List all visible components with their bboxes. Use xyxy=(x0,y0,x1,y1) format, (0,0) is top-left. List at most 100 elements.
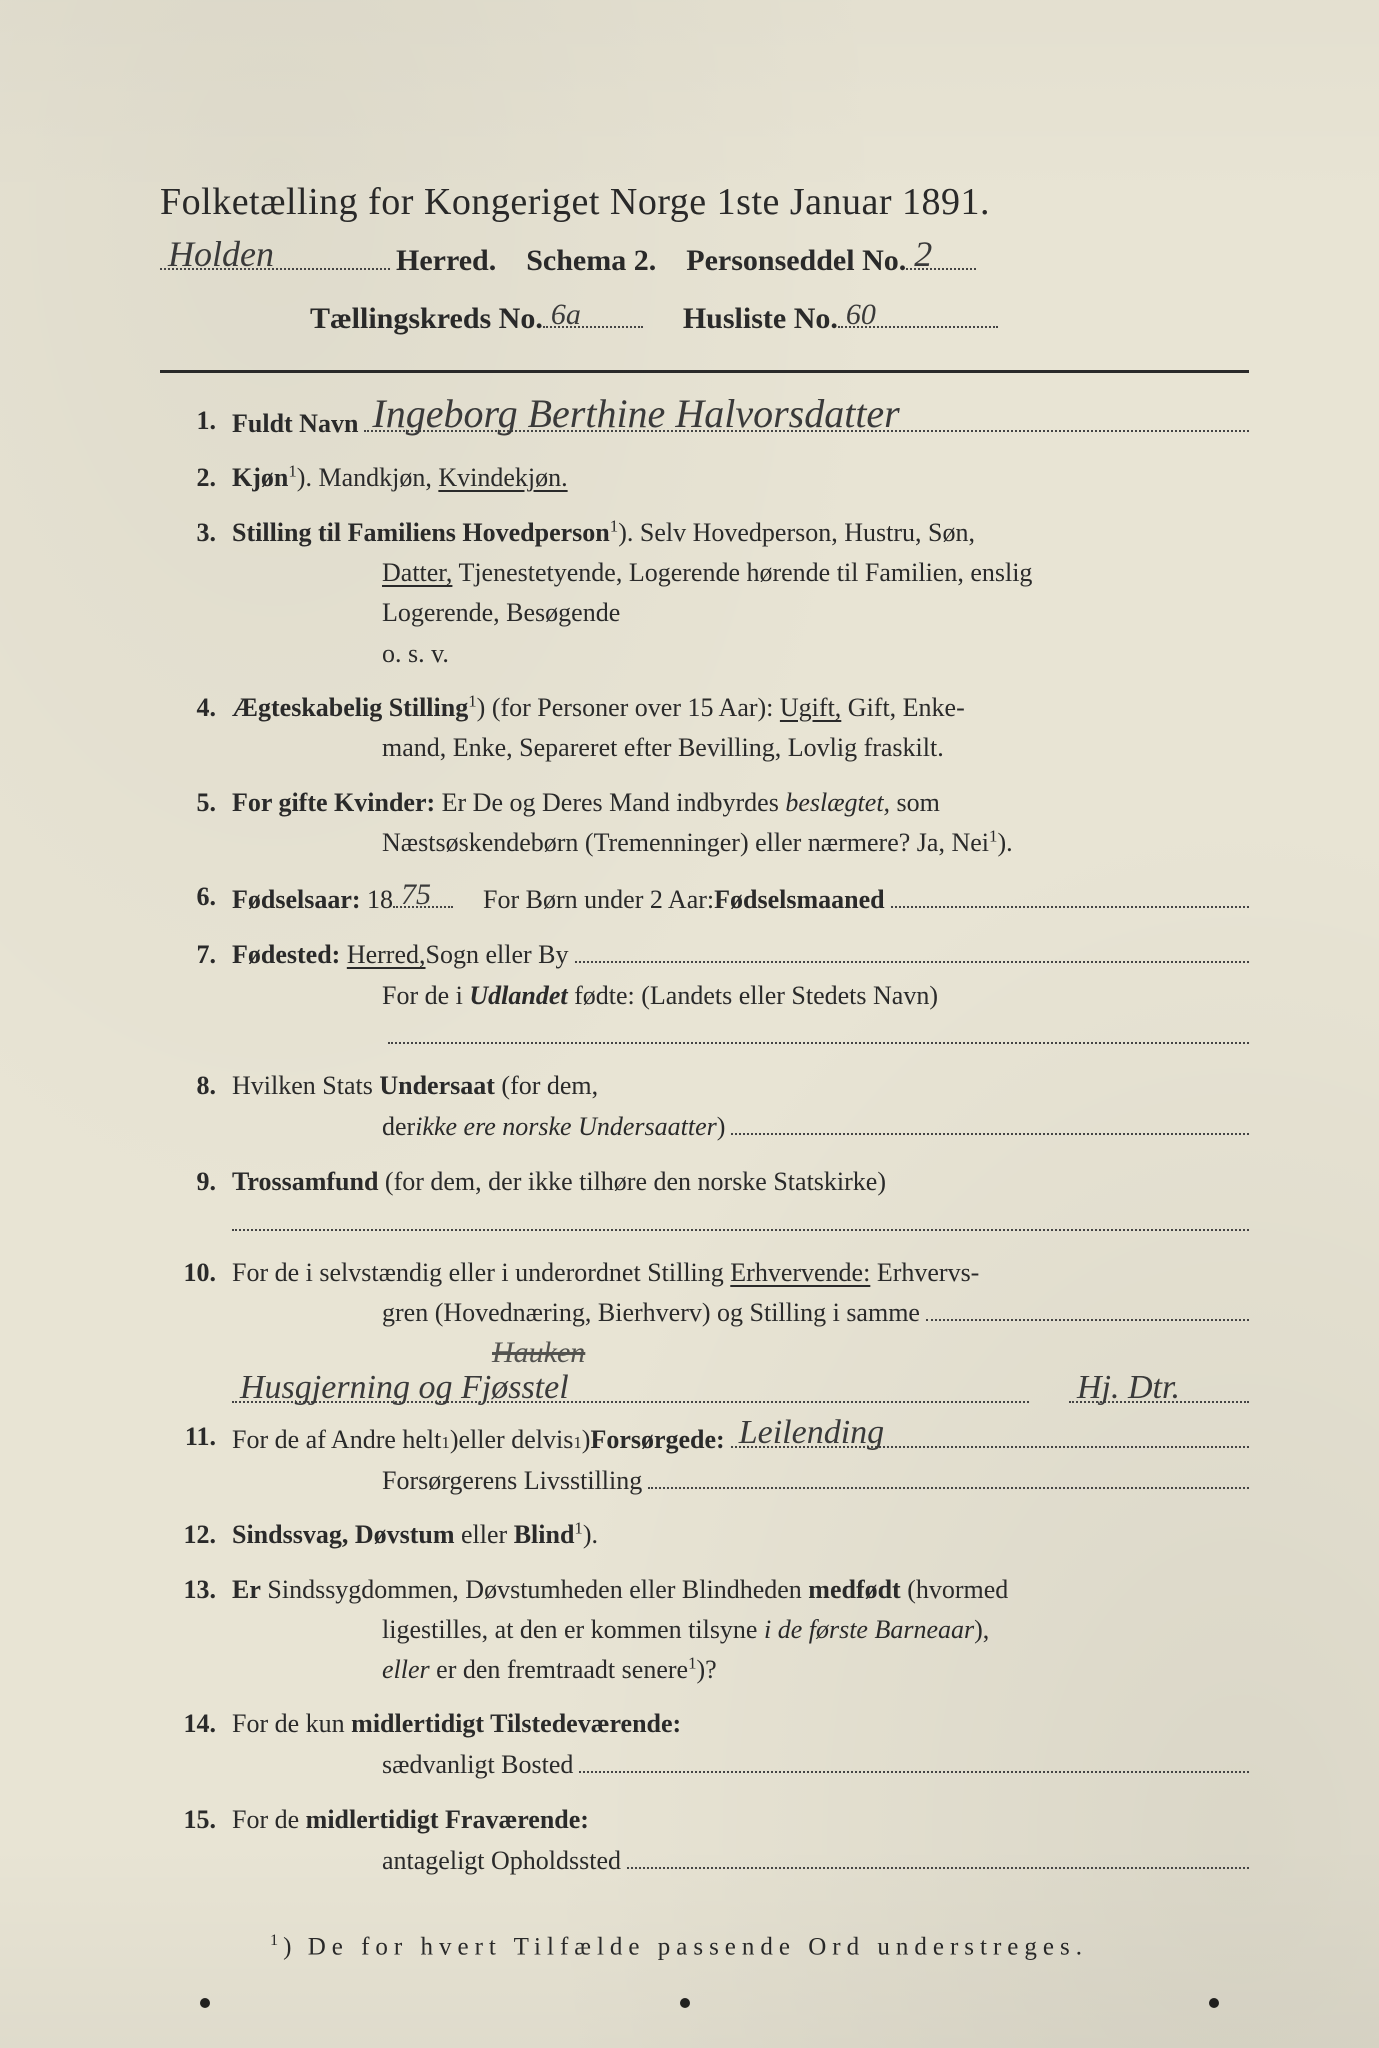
field-6: Fødselsaar: 18 75 For Børn under 2 Aar: F… xyxy=(160,877,1249,920)
f13-text2: (hvormed xyxy=(901,1575,1009,1604)
f15-label: midlertidigt Fraværende: xyxy=(306,1805,589,1834)
f3-text2: Tjenestetyende, Logerende hørende til Fa… xyxy=(452,558,1032,587)
f1-label: Fuldt Navn xyxy=(232,404,358,444)
f8-text3: der xyxy=(382,1107,415,1147)
f7-label: Fødested: xyxy=(232,935,340,975)
census-form-page: Folketælling for Kongeriget Norge 1ste J… xyxy=(0,0,1379,2048)
f10-line1 xyxy=(926,1293,1249,1322)
f1-value: Ingeborg Berthine Halvorsdatter xyxy=(364,401,1249,432)
schema-label: Schema 2. xyxy=(526,244,656,278)
f15-line xyxy=(627,1840,1249,1869)
f8-text1: Hvilken Stats xyxy=(232,1071,379,1100)
f13-label: Er xyxy=(232,1575,261,1604)
f10-hw2: Hj. Dtr. xyxy=(1077,1371,1180,1405)
field-3: Stilling til Familiens Hovedperson1). Se… xyxy=(160,513,1249,674)
f6-year-hw: 75 xyxy=(401,880,431,910)
f3-text1: Selv Hovedperson, Hustru, Søn, xyxy=(640,518,975,547)
f13-text5: er den fremtraadt senere xyxy=(430,1655,688,1684)
f4-text2: Gift, Enke- xyxy=(841,693,964,722)
field-13: Er Sindssygdommen, Døvstumheden eller Bl… xyxy=(160,1570,1249,1691)
field-15: For de midlertidigt Fraværende: antageli… xyxy=(160,1800,1249,1881)
field-5: For gifte Kvinder: Er De og Deres Mand i… xyxy=(160,783,1249,864)
f12-label: Sindssvag, Døvstum xyxy=(232,1520,455,1549)
footnote: 1) De for hvert Tilfælde passende Ord un… xyxy=(160,1931,1249,1961)
f6-month-field xyxy=(891,880,1249,909)
f7-text2: For de i xyxy=(382,981,469,1010)
field-12: Sindssvag, Døvstum eller Blind1). xyxy=(160,1515,1249,1555)
f4-text3: mand, Enke, Separeret efter Bevilling, L… xyxy=(232,728,1249,768)
f6-year-field: 75 xyxy=(393,877,453,908)
husliste-field: 60 xyxy=(838,292,998,328)
f14-line xyxy=(579,1745,1249,1774)
f6-text2: For Børn under 2 Aar: xyxy=(483,880,714,920)
f5-pre: For xyxy=(232,788,278,817)
f5-text1: Er De og Deres Mand indbyrdes xyxy=(442,788,786,817)
f10-text2: Erhvervs- xyxy=(870,1258,979,1287)
husliste-label: Husliste No. xyxy=(683,302,838,336)
f8-line xyxy=(731,1107,1249,1136)
f14-label: midlertidigt Tilstedeværende: xyxy=(351,1709,681,1738)
f1-hw: Ingeborg Berthine Halvorsdatter xyxy=(372,394,899,434)
f5-text2: som xyxy=(890,788,940,817)
f11-line1: Leilending xyxy=(731,1417,1249,1448)
f10-text1: For de i selvstændig eller i underordnet… xyxy=(232,1258,730,1287)
f12-label2: Blind xyxy=(514,1520,575,1549)
f7-opt-herred: Herred, xyxy=(347,935,426,975)
f15-text1: For de xyxy=(232,1805,306,1834)
field-8: Hvilken Stats Undersaat (for dem, der ik… xyxy=(160,1066,1249,1147)
field-14: For de kun midlertidigt Tilstedeværende:… xyxy=(160,1704,1249,1785)
f2-label: Kjøn xyxy=(232,463,288,492)
field-10: For de i selvstændig eller i underordnet… xyxy=(160,1253,1249,1403)
f13-em2: eller xyxy=(382,1655,430,1684)
f6-label: Fødselsaar: xyxy=(232,880,361,920)
kreds-hw: 6a xyxy=(551,300,581,330)
personseddel-label: Personseddel No. xyxy=(686,244,906,278)
punch-hole-icon xyxy=(1209,1998,1219,2008)
f15-text2: antageligt Opholdssted xyxy=(382,1841,621,1881)
f4-paren: (for Personer over 15 Aar): xyxy=(485,693,780,722)
herred-handwritten: Holden xyxy=(168,236,274,272)
f6-year-prefix: 18 xyxy=(367,880,393,920)
personseddel-hw: 2 xyxy=(914,236,932,272)
f5-mid: gifte Kvinder: xyxy=(278,788,435,817)
divider xyxy=(160,370,1249,373)
f10-line3: Hj. Dtr. xyxy=(1069,1372,1249,1403)
header-line-herred: Holden Herred. Schema 2. Personseddel No… xyxy=(160,234,1249,278)
f7-line1 xyxy=(575,935,1249,964)
f3-opt-datter: Datter, xyxy=(382,558,452,587)
f5-em1: beslægtet, xyxy=(785,788,890,817)
f8-text2: (for dem, xyxy=(495,1071,598,1100)
f4-opt-ugift: Ugift, xyxy=(780,693,841,722)
f9-text1: (for dem, der ikke tilhøre den norske St… xyxy=(378,1167,886,1196)
field-list: Fuldt Navn Ingeborg Berthine Halvorsdatt… xyxy=(160,401,1249,1881)
f11-hw1: Leilending xyxy=(739,1416,884,1450)
f13-label2: medfødt xyxy=(808,1575,900,1604)
f14-text2: sædvanligt Bosted xyxy=(382,1745,573,1785)
f13-text4: ), xyxy=(974,1615,989,1644)
punch-hole-icon xyxy=(680,1998,690,2008)
f3-text3: Logerende, Besøgende xyxy=(232,593,1249,633)
f7-text1: Sogn eller By xyxy=(426,935,569,975)
f12-text1: eller xyxy=(455,1520,514,1549)
field-11: For de af Andre helt1) eller delvis1) Fo… xyxy=(160,1417,1249,1501)
f7-em1: Udlandet xyxy=(469,981,567,1010)
punch-hole-icon xyxy=(200,1998,210,2008)
f4-label: Ægteskabelig Stilling xyxy=(232,693,468,722)
f10-line2: Husgjerning og Fjøsstel xyxy=(232,1372,1029,1403)
f11-text3: Forsørgerens Livsstilling xyxy=(382,1461,642,1501)
f7-text3: fødte: (Landets eller Stedets Navn) xyxy=(568,981,938,1010)
field-4: Ægteskabelig Stilling1) (for Personer ov… xyxy=(160,688,1249,769)
f10-hw1: Husgjerning og Fjøsstel xyxy=(240,1371,569,1405)
f6-label2: Fødselsmaaned xyxy=(714,880,884,920)
f11-line2 xyxy=(648,1460,1249,1489)
f8-label: Undersaat xyxy=(379,1071,495,1100)
f11-text2: eller delvis xyxy=(459,1420,574,1460)
kreds-label: Tællingskreds No. xyxy=(310,302,543,336)
field-7: Fødested: Herred, Sogn eller By For de i… xyxy=(160,935,1249,1045)
f2-opt-mand: Mandkjøn, xyxy=(318,463,431,492)
f14-text1: For de kun xyxy=(232,1709,351,1738)
f11-label: Forsørgede: xyxy=(590,1420,724,1460)
f8-em1: ikke ere norske Undersaatter xyxy=(415,1107,717,1147)
f13-em1: i de første Barneaar xyxy=(764,1615,974,1644)
f10-hw-strike: Hauken xyxy=(492,1338,585,1368)
